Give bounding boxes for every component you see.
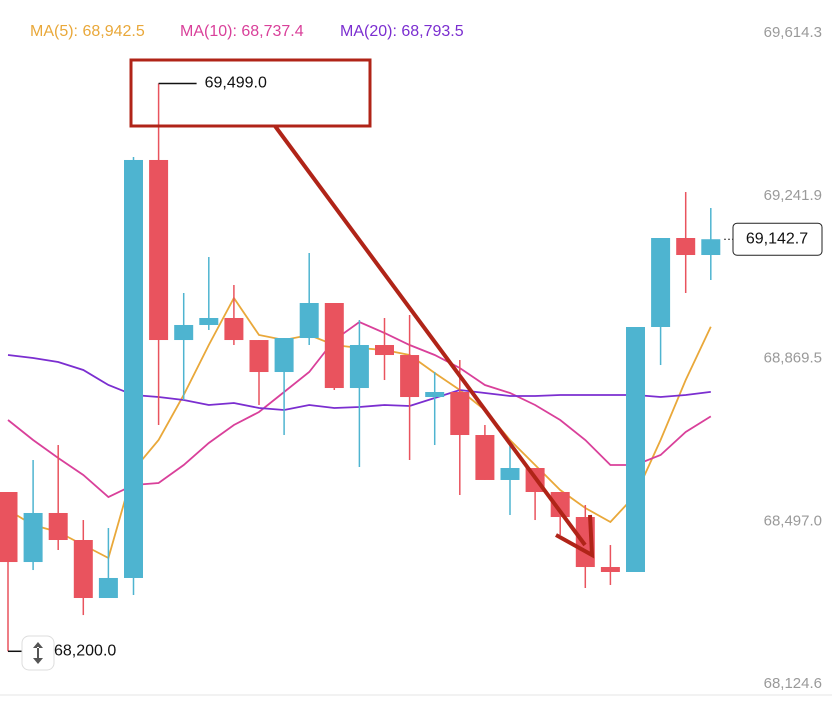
candle-body: [600, 567, 620, 572]
highlight-box: [129, 58, 372, 128]
candle: [174, 292, 194, 400]
y-tick-label: 68,497.0: [764, 512, 822, 529]
candle: [324, 303, 344, 390]
low-label: 68,200.0: [54, 643, 116, 660]
candle: [73, 520, 93, 616]
legend-label: MA(5): 68,942.5: [30, 23, 145, 40]
candle-body: [124, 159, 143, 578]
candle: [450, 360, 470, 496]
plot: [0, 32, 742, 685]
candle: [23, 460, 43, 571]
candle: [626, 326, 645, 572]
last-price-box: [732, 222, 823, 256]
candle-body: [149, 159, 169, 341]
candle-body: [23, 512, 43, 563]
candle-body: [500, 468, 520, 480]
candle-body: [199, 317, 219, 325]
legend-name: MA(20):: [340, 23, 397, 40]
legend-label: MA(20): 68,793.5: [340, 23, 464, 40]
candle: [98, 528, 118, 599]
legend-label: MA(10): 68,737.4: [180, 23, 304, 40]
candle: [199, 257, 219, 331]
candle: [500, 445, 520, 515]
candle-body: [98, 577, 118, 599]
arrow-head: [555, 514, 595, 559]
legend-value: 68,793.5: [401, 23, 463, 40]
y-tick-label: 68,869.5: [764, 350, 822, 367]
candle: [400, 315, 420, 461]
legend-value: 68,942.5: [82, 23, 144, 40]
high-label: 69,499.0: [205, 75, 267, 92]
candle-body: [174, 324, 194, 341]
candle-body: [400, 355, 420, 398]
legend-name: MA(10):: [180, 23, 237, 40]
candle-body: [249, 340, 269, 373]
candle: [224, 284, 244, 346]
candle: [0, 492, 18, 652]
last-price-label: 69,142.7: [746, 230, 808, 247]
candle: [475, 424, 495, 480]
candle-body: [0, 492, 18, 563]
candle-body: [475, 435, 495, 480]
y-tick-label: 69,241.9: [764, 187, 822, 204]
legend-value: 68,737.4: [241, 23, 303, 40]
candle-body: [676, 238, 696, 256]
candle-body: [651, 238, 671, 327]
y-tick-label: 68,124.6: [764, 675, 822, 692]
candle: [299, 252, 319, 346]
candle-body: [73, 540, 93, 599]
candle-body: [349, 345, 369, 389]
candle-body: [299, 303, 319, 339]
candle-body: [224, 317, 244, 341]
candle: [149, 83, 169, 425]
candle-body: [550, 492, 570, 518]
candle-body: [425, 391, 445, 398]
candle-body: [48, 512, 68, 541]
candle-body: [375, 345, 394, 356]
candle-body: [324, 303, 344, 389]
candle: [124, 157, 143, 595]
candle-body: [701, 239, 721, 256]
candle-body: [450, 391, 470, 436]
candle: [425, 372, 445, 446]
scale-icon: [33, 642, 43, 664]
candle: [651, 238, 671, 366]
candle-body: [626, 326, 645, 572]
legend-name: MA(5):: [30, 23, 78, 40]
candle: [600, 545, 620, 585]
candle-body: [274, 338, 294, 373]
candle: [249, 340, 269, 406]
legend: MA(5): 68,942.5 MA(10): 68,737.4 MA(20):…: [30, 23, 464, 40]
arrow-line: [273, 124, 587, 547]
candle: [48, 445, 68, 551]
candle: [375, 317, 394, 381]
y-tick-label: 69,614.3: [764, 24, 822, 41]
candle: [349, 320, 369, 468]
candle: [701, 208, 721, 281]
candle: [676, 192, 696, 293]
candle: [274, 338, 294, 436]
